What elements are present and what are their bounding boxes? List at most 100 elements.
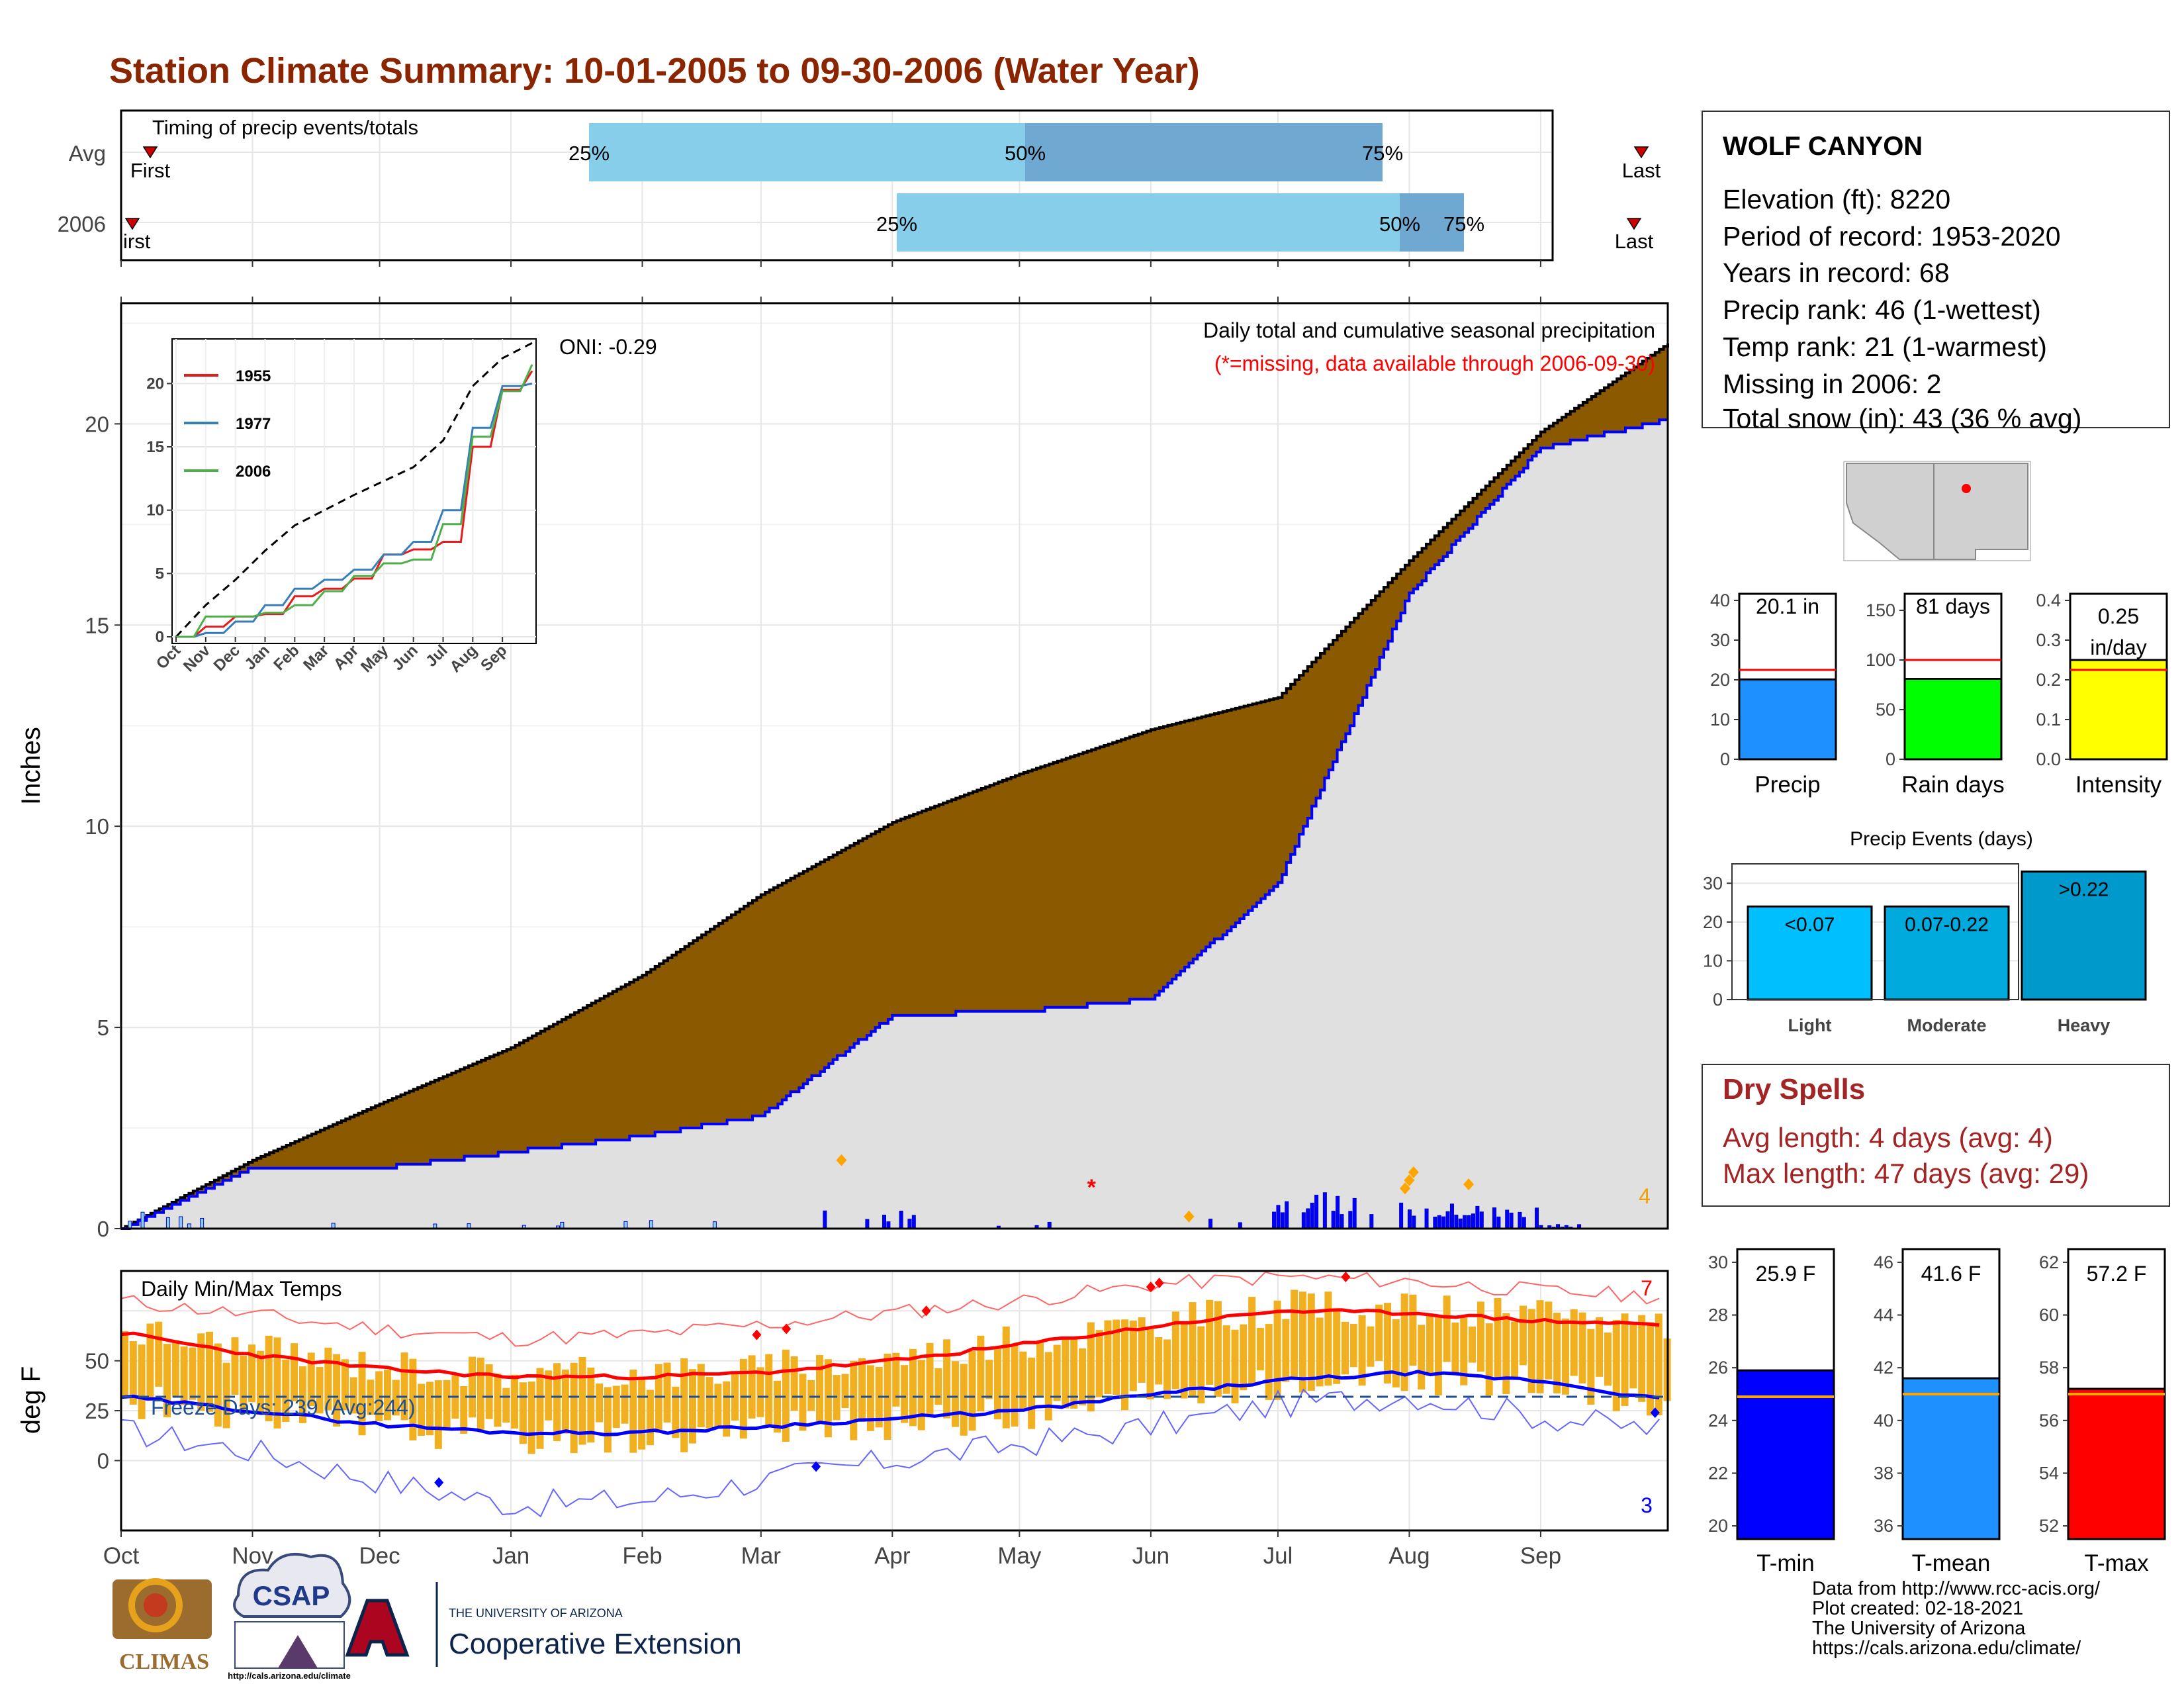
location-map	[1843, 461, 2031, 561]
daily-temp-bar	[968, 1351, 976, 1431]
ua-logo-small-text: THE UNIVERSITY OF ARIZONA	[449, 1607, 623, 1620]
daily-temp-bar	[697, 1364, 705, 1428]
daily-temp-bar	[1002, 1326, 1010, 1429]
station-location-dot	[1962, 484, 1971, 493]
daily-temp-bar	[1171, 1311, 1179, 1389]
temp-summary-y-tick-label: 22	[1708, 1463, 1728, 1483]
station-period: Period of record: 1953-2020	[1723, 221, 2061, 252]
daily-temp-bar	[1349, 1323, 1357, 1368]
daily-precip-bar	[1276, 1205, 1281, 1229]
daily-temp-bar	[1434, 1315, 1442, 1395]
temp-y-tick-label: 0	[97, 1448, 109, 1473]
daily-temp-bar	[1265, 1324, 1273, 1400]
inset-y-tick-label: 10	[146, 502, 164, 520]
temp-summary-y-tick-label: 24	[1708, 1411, 1728, 1430]
daily-temp-bar	[596, 1383, 604, 1423]
extreme-precip-count: 4	[1639, 1184, 1651, 1208]
daily-temp-bar	[1307, 1293, 1315, 1391]
daily-temp-bar	[1443, 1295, 1451, 1362]
temp-summary-y-tick-label: 56	[2039, 1411, 2059, 1430]
daily-temp-bar	[1240, 1324, 1248, 1391]
daily-temp-bar	[1527, 1309, 1535, 1393]
precip-y-tick-label: 10	[85, 814, 109, 839]
daily-temp-bar	[774, 1380, 782, 1433]
record-min-line	[120, 1388, 1660, 1518]
credit-url: https://cals.arizona.edu/climate/	[1812, 1638, 2081, 1659]
daily-temp-bar	[688, 1369, 696, 1444]
daily-temp-bar	[291, 1343, 298, 1401]
daily-temp-bar	[1545, 1301, 1553, 1380]
daily-temp-bar	[138, 1344, 146, 1419]
daily-precip-bar	[1479, 1211, 1484, 1229]
daily-temp-bar	[1104, 1320, 1112, 1394]
mini-bar-y-tick-label: 0.2	[2036, 670, 2061, 690]
daily-temp-bar	[1222, 1325, 1230, 1394]
daily-temp-bar	[282, 1359, 290, 1423]
temp-y-axis-label: deg F	[17, 1366, 46, 1434]
daily-temp-bar	[926, 1342, 934, 1415]
credits: Data from http://www.rcc-acis.org/ Plot …	[1812, 1579, 2100, 1658]
daily-precip-bar	[865, 1219, 870, 1229]
mini-bar-intensity	[2069, 659, 2168, 761]
daily-temp-bar	[824, 1359, 832, 1438]
inset-y-tick-label: 20	[146, 375, 164, 393]
event-bar-label: Light	[1788, 1015, 1832, 1035]
missing-data-marker: *	[1087, 1175, 1097, 1200]
daily-precip-bar	[911, 1215, 916, 1229]
daily-temp-bar	[1044, 1352, 1052, 1421]
daily-precip-bar	[1272, 1211, 1277, 1229]
daily-temp-bar	[1553, 1313, 1561, 1393]
daily-temp-bar	[1511, 1321, 1519, 1379]
daily-precip-bar	[1449, 1203, 1454, 1229]
daily-temp-bar	[739, 1358, 747, 1439]
station-years: Years in record: 68	[1723, 258, 1950, 288]
daily-precip-bar	[649, 1220, 653, 1229]
daily-temp-bar	[892, 1352, 900, 1407]
daily-temp-bar	[1655, 1313, 1662, 1416]
daily-precip-bar	[1518, 1211, 1522, 1229]
daily-temp-bar	[748, 1355, 756, 1419]
daily-precip-bar	[1509, 1212, 1514, 1229]
daily-temp-bar	[1519, 1305, 1527, 1366]
month-label: Nov	[232, 1543, 273, 1569]
daily-temp-bar	[1629, 1325, 1637, 1389]
precip-y-axis-label: Inches	[17, 727, 46, 805]
record-high-marker	[1154, 1278, 1164, 1289]
month-label: Apr	[874, 1543, 911, 1569]
temp-summary-y-tick-label: 42	[1874, 1358, 1893, 1378]
daily-temp-bar	[1273, 1300, 1281, 1400]
temp-summary-charts: 25.9 F 20 22 24 26 28 30 T-min 41.6 F 36 38 40 42 44 4…	[1708, 1248, 2166, 1576]
daily-temp-bar	[1561, 1318, 1569, 1395]
credit-data-source: Data from http://www.rcc-acis.org/	[1812, 1578, 2101, 1599]
station-missing: Missing in 2006: 2	[1723, 369, 1942, 399]
inset-y-tick-label: 0	[156, 628, 164, 646]
credit-university: The University of Arizona	[1812, 1618, 2026, 1639]
daily-temp-bar	[1256, 1328, 1264, 1371]
mini-bar-precip	[1738, 678, 1837, 761]
month-label: Aug	[1388, 1543, 1430, 1569]
mini-bar-y-tick-label: 0	[1886, 749, 1895, 769]
temp-summary-value: 41.6 F	[1921, 1262, 1981, 1286]
daily-temp-bar	[621, 1384, 629, 1424]
daily-temp-bar	[561, 1370, 569, 1434]
daily-temp-bar	[1189, 1302, 1197, 1396]
record-low-count: 3	[1641, 1493, 1653, 1517]
mini-bar-y-tick-label: 0.0	[2036, 749, 2061, 769]
daily-temp-bar	[171, 1340, 179, 1398]
events-y-tick-label: 30	[1703, 873, 1723, 893]
daily-temp-bar	[163, 1344, 171, 1418]
daily-temp-bar	[1418, 1325, 1426, 1389]
daily-temp-bar	[265, 1335, 273, 1422]
daily-temp-bar	[646, 1389, 654, 1446]
mini-bar-y-tick-label: 0	[1720, 749, 1730, 769]
daily-temp-bar	[943, 1339, 951, 1419]
daily-temp-bar	[527, 1382, 535, 1454]
daily-temp-bar	[1146, 1329, 1154, 1399]
timing-2006-75-label: 75%	[1443, 212, 1484, 236]
record-high-count: 7	[1641, 1276, 1653, 1300]
station-temp-rank: Temp rank: 21 (1-warmest)	[1723, 332, 2047, 362]
precip-events-chart: <0.07 Light 0.07-0.22 Moderate >0.22 Heavy 0 10…	[1703, 828, 2147, 1035]
timing-avg-25-label: 25%	[569, 142, 610, 165]
daily-precip-bar	[1475, 1205, 1480, 1229]
daily-temp-bar	[604, 1387, 612, 1453]
